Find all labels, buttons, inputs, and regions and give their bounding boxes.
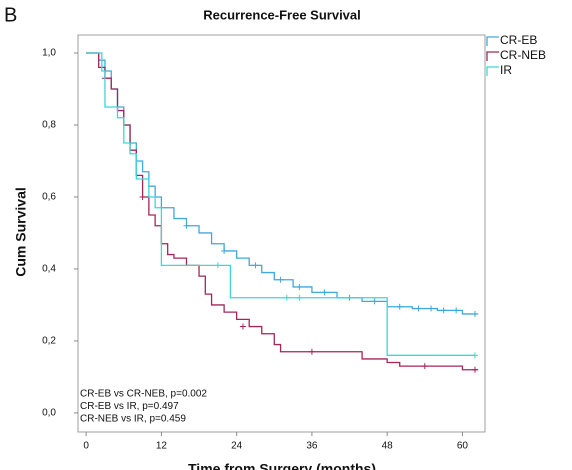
y-tick-label: 0,4 xyxy=(42,264,56,275)
censor-mark xyxy=(428,305,435,312)
y-tick-label: 0,0 xyxy=(42,408,56,419)
x-tick-label: 48 xyxy=(382,441,394,452)
censor-mark xyxy=(214,262,221,269)
legend-label: CR-EB xyxy=(500,33,537,47)
x-tick-label: 12 xyxy=(156,441,168,452)
annotation: CR-EB vs IR, p=0.497 xyxy=(80,401,179,412)
censor-mark xyxy=(139,193,146,200)
chart-title: Recurrence-Free Survival xyxy=(203,7,361,22)
y-tick-label: 0,2 xyxy=(42,336,56,347)
legend-label: CR-NEB xyxy=(500,48,546,62)
censor-mark xyxy=(283,294,290,301)
y-tick-label: 0,8 xyxy=(42,120,56,131)
censor-mark xyxy=(239,323,246,330)
censor-mark xyxy=(183,222,190,229)
survival-curve xyxy=(86,52,475,356)
x-tick-label: 24 xyxy=(231,441,243,452)
annotation: CR-NEB vs IR, p=0.459 xyxy=(80,414,186,425)
censor-mark xyxy=(471,352,478,359)
legend-swatch xyxy=(486,66,499,76)
censor-mark xyxy=(471,310,478,317)
legend-swatch xyxy=(486,36,499,46)
panel-label: B xyxy=(4,4,17,26)
survival-curve xyxy=(86,52,479,315)
x-tick-label: 60 xyxy=(457,441,469,452)
annotation: CR-EB vs CR-NEB, p=0.002 xyxy=(80,389,207,400)
censor-mark xyxy=(371,298,378,305)
censor-mark xyxy=(321,289,328,296)
legend-label: IR xyxy=(500,63,512,77)
y-tick-label: 1,0 xyxy=(42,48,56,59)
censor-mark xyxy=(440,307,447,314)
x-tick-label: 0 xyxy=(83,441,89,452)
censor-mark xyxy=(277,276,284,283)
x-axis-label: Time from Surgery (months) xyxy=(188,461,376,470)
survival-curve xyxy=(86,52,479,371)
plot-frame xyxy=(77,34,486,433)
censor-mark xyxy=(252,262,259,269)
y-tick-label: 0,6 xyxy=(42,192,56,203)
censor-mark xyxy=(296,283,303,290)
censor-mark xyxy=(221,247,228,254)
censor-mark xyxy=(421,363,428,370)
censor-mark xyxy=(308,348,315,355)
censor-mark xyxy=(453,307,460,314)
censor-mark xyxy=(471,366,478,373)
legend-swatch xyxy=(486,51,499,61)
y-axis-label: Cum Survival xyxy=(13,187,29,276)
censor-mark xyxy=(296,294,303,301)
censor-mark xyxy=(396,303,403,310)
x-tick-label: 36 xyxy=(306,441,318,452)
censor-mark xyxy=(415,305,422,312)
